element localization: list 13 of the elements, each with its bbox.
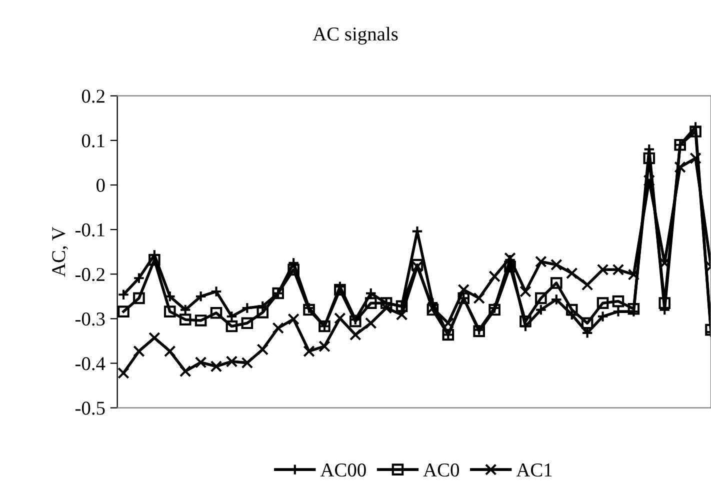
- y-tick-label: 0.1: [82, 134, 104, 148]
- y-tick-label: 0: [96, 178, 105, 192]
- legend-label: AC0: [423, 463, 460, 477]
- y-tick-label: -0.3: [75, 312, 105, 326]
- y-tick-label: -0.4: [75, 357, 106, 370]
- chart-title: AC signals: [312, 26, 398, 45]
- y-tick-label: -0.5: [75, 402, 105, 415]
- y-tick-label: -0.2: [75, 268, 104, 282]
- legend-label: AC1: [516, 464, 552, 477]
- legend-label: AC00: [320, 463, 366, 477]
- y-axis-title: AC, V: [52, 226, 68, 277]
- y-tick-label: 0.2: [82, 90, 104, 103]
- y-tick-label: -0.1: [75, 223, 104, 237]
